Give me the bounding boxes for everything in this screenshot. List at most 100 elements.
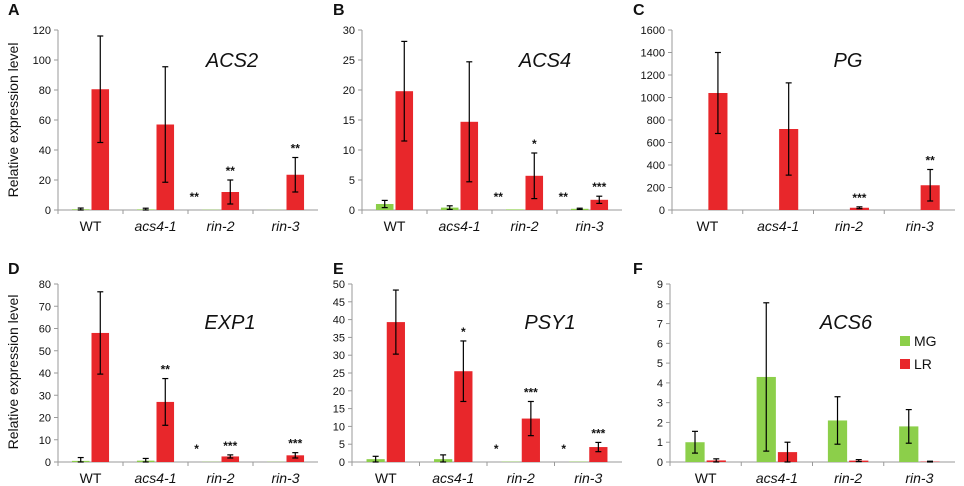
y-tick-label: 20 — [333, 386, 345, 398]
y-tick-label: 20 — [39, 413, 51, 425]
significance-label: * — [494, 442, 499, 456]
legend-label: MG — [914, 333, 937, 349]
x-tick-label: rin-3 — [575, 218, 603, 234]
x-tick-label: acs4-1 — [134, 218, 176, 234]
y-tick-label: 0 — [45, 205, 51, 217]
x-tick-label: rin-2 — [206, 470, 234, 486]
y-tick-label: 45 — [333, 297, 345, 309]
bar-lr — [521, 418, 540, 462]
y-tick-label: 400 — [647, 160, 665, 172]
y-tick-label: 1400 — [641, 48, 665, 60]
y-tick-label: 80 — [39, 279, 51, 291]
y-tick-label: 15 — [333, 404, 345, 416]
panel-a: A 0 20 40 60 80 100 120 ACS2 WT acs4-1 rin-2 ** ** rin… — [8, 2, 318, 234]
y-tick-label: 8 — [657, 299, 663, 311]
x-tick-label: acs4-1 — [757, 218, 799, 234]
y-tick-label: 70 — [39, 301, 51, 313]
y-tick-label: 35 — [333, 332, 345, 344]
y-tick-label: 50 — [39, 346, 51, 358]
y-tick-label: 15 — [343, 115, 355, 127]
y-axis-label: Relative expression level — [5, 43, 21, 198]
x-tick-label: acs4-1 — [134, 470, 176, 486]
bar-lr — [91, 89, 110, 210]
bar-lr — [91, 332, 110, 462]
y-tick-label: 10 — [333, 421, 345, 433]
y-tick-label: 30 — [39, 390, 51, 402]
panel-c: C 0 200 400 600 800 1000 1200 1400 1600 PG WT acs4-1… — [633, 2, 955, 234]
x-tick-label: WT — [375, 470, 397, 486]
x-tick-label: WT — [80, 470, 102, 486]
y-tick-label: 0 — [45, 457, 51, 469]
significance-label: ** — [494, 190, 504, 204]
y-tick-label: 20 — [39, 175, 51, 187]
y-tick-label: 0 — [657, 457, 663, 469]
chart-title: ACS6 — [819, 312, 873, 334]
significance-label: ** — [291, 142, 301, 156]
panel-letter: A — [8, 2, 20, 19]
x-tick-label: WT — [695, 470, 717, 486]
y-tick-label: 60 — [39, 115, 51, 127]
panel-letter: C — [633, 2, 645, 19]
significance-label: * — [194, 442, 199, 456]
y-tick-label: 1600 — [641, 25, 665, 37]
legend-swatch-lr — [900, 359, 910, 369]
x-tick-label: rin-2 — [206, 218, 234, 234]
y-tick-label: 20 — [343, 85, 355, 97]
significance-label: * — [461, 325, 466, 339]
y-tick-label: 600 — [647, 138, 665, 150]
significance-label: ** — [559, 190, 569, 204]
chart-title: EXP1 — [204, 312, 255, 334]
y-tick-label: 1000 — [641, 93, 665, 105]
y-tick-label: 100 — [33, 55, 51, 67]
panel-letter: E — [333, 261, 344, 278]
x-tick-label: rin-3 — [906, 218, 934, 234]
y-tick-label: 200 — [647, 183, 665, 195]
y-tick-label: 0 — [349, 205, 355, 217]
x-tick-label: rin-3 — [905, 470, 933, 486]
x-tick-label: WT — [80, 218, 102, 234]
significance-label: *** — [852, 191, 866, 205]
y-tick-label: 10 — [343, 145, 355, 157]
y-tick-label: 80 — [39, 85, 51, 97]
y-tick-label: 0 — [339, 457, 345, 469]
x-tick-label: rin-3 — [574, 470, 602, 486]
bar-lr — [454, 371, 473, 462]
y-tick-label: 5 — [339, 439, 345, 451]
chart-title: PG — [834, 50, 863, 72]
significance-label: *** — [591, 426, 605, 440]
x-tick-label: rin-2 — [835, 218, 863, 234]
panel-letter: B — [333, 2, 345, 19]
legend-label: LR — [914, 356, 932, 372]
chart-title: ACS4 — [518, 50, 571, 72]
y-tick-label: 10 — [39, 435, 51, 447]
bar-lr — [286, 455, 305, 462]
y-axis-label: Relative expression level — [5, 295, 21, 450]
y-tick-label: 800 — [647, 115, 665, 127]
x-tick-label: rin-2 — [834, 470, 862, 486]
y-tick-label: 2 — [657, 417, 663, 429]
chart-title: ACS2 — [205, 50, 258, 72]
x-tick-label: WT — [384, 218, 406, 234]
panel-f: F 0 1 2 3 4 5 6 7 8 9 ACS6 WT acs4-1 rin-2 rin-3 — [633, 261, 955, 486]
bar-lr — [590, 199, 609, 210]
y-tick-label: 1200 — [641, 70, 665, 82]
y-tick-label: 50 — [333, 279, 345, 291]
significance-label: *** — [524, 385, 538, 399]
y-tick-label: 1 — [657, 437, 663, 449]
significance-label: * — [532, 137, 537, 151]
y-tick-label: 6 — [657, 338, 663, 350]
y-tick-label: 40 — [333, 315, 345, 327]
y-tick-label: 9 — [657, 279, 663, 291]
y-tick-label: 3 — [657, 398, 663, 410]
y-tick-label: 60 — [39, 324, 51, 336]
panel-e: E 0 5 10 15 20 25 30 35 40 45 50 PSY1 WT acs4-1 * rin-2 *… — [333, 261, 622, 486]
bar-lr — [589, 447, 608, 462]
bar-mg — [899, 426, 919, 462]
significance-label: *** — [223, 439, 237, 453]
x-tick-label: acs4-1 — [432, 470, 474, 486]
bar-lr — [156, 401, 175, 462]
y-tick-label: 120 — [33, 25, 51, 37]
bar-mg — [505, 209, 524, 210]
